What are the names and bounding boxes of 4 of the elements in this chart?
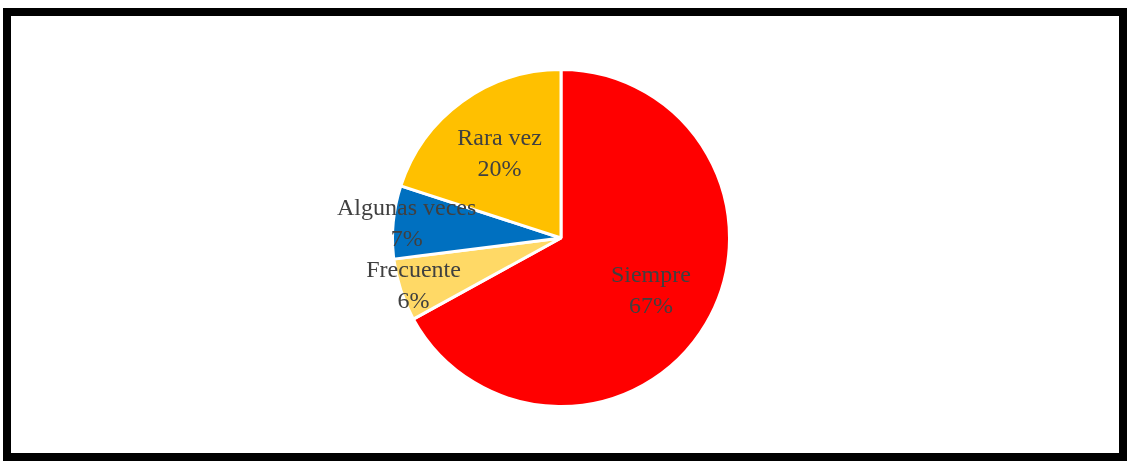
slice-label: Rara vez: [457, 123, 542, 150]
data-label: 67%: [628, 292, 673, 319]
data-label: 20%: [477, 154, 522, 181]
slice-label: Siempre: [610, 261, 691, 288]
